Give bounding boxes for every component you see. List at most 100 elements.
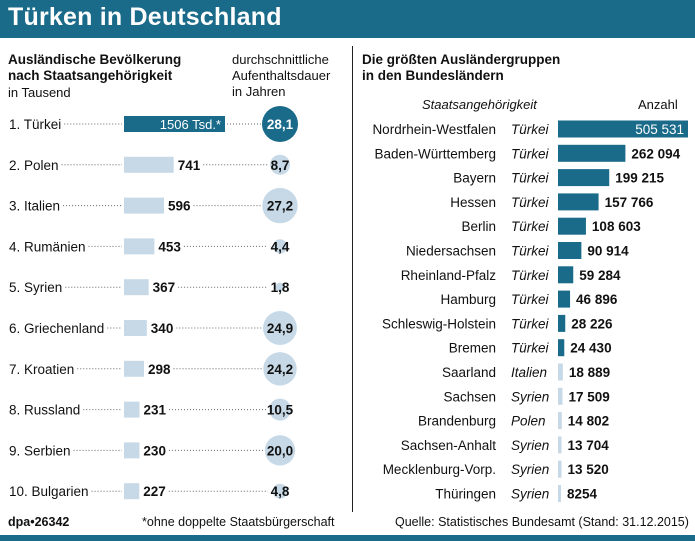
state-label: Niedersachsen <box>406 244 496 259</box>
state-label: Mecklenburg-Vorp. <box>383 462 496 477</box>
state-label: Sachsen <box>443 389 496 404</box>
state-label: Sachsen-Anhalt <box>401 438 497 453</box>
state-label: Schleswig-Holstein <box>382 316 496 331</box>
nationality-label: Türkei <box>511 292 550 307</box>
nationality-column-header: Staatsangehörigkeit <box>422 97 537 112</box>
state-label: Baden-Württemberg <box>374 146 496 161</box>
state-bar <box>558 169 610 187</box>
state-bar <box>558 242 582 259</box>
population-bar <box>124 238 155 255</box>
country-label: 5. Syrien <box>9 280 62 295</box>
nationality-label: Syrien <box>511 389 549 404</box>
duration-circle <box>272 483 288 499</box>
state-bar <box>558 387 563 405</box>
population-value-label: 340 <box>151 321 174 336</box>
state-value-label: 199 215 <box>615 171 664 186</box>
population-value-label: 367 <box>153 280 176 295</box>
state-bar <box>558 363 563 381</box>
population-value-label: 227 <box>143 484 166 499</box>
state-value-label: 13 520 <box>567 462 608 477</box>
duration-circle <box>262 187 298 224</box>
state-value-label: 14 802 <box>568 414 609 429</box>
state-value-label: 24 430 <box>570 341 611 356</box>
duration-value-label: 24,9 <box>267 321 293 336</box>
nationality-label: Türkei <box>511 219 550 234</box>
state-value-label: 13 704 <box>568 438 610 453</box>
state-value-label: 262 094 <box>631 146 680 161</box>
agency-code: dpa•26342 <box>8 515 70 529</box>
duration-value-label: 20,0 <box>267 443 293 458</box>
state-bar <box>558 436 562 454</box>
duration-circle <box>264 435 296 466</box>
population-bar <box>124 320 147 336</box>
duration-heading-line3: in Jahren <box>232 84 286 99</box>
duration-value-label: 24,2 <box>267 362 293 377</box>
nationality-label: Türkei <box>511 316 550 331</box>
duration-value-label: 1,8 <box>271 280 290 295</box>
country-label: 2. Polen <box>9 158 59 173</box>
state-label: Thüringen <box>435 487 496 502</box>
duration-value-label: 27,2 <box>267 199 293 214</box>
duration-value-label: 28,1 <box>267 117 294 132</box>
population-bar <box>124 279 149 296</box>
footnote: *ohne doppelte Staatsbürgerschaft <box>142 515 335 529</box>
duration-circle <box>272 239 288 254</box>
state-bar <box>558 460 562 478</box>
nationality-label: Syrien <box>511 462 549 477</box>
state-label: Rheinland-Pfalz <box>401 268 497 283</box>
state-bar <box>558 266 574 284</box>
nationality-label: Türkei <box>511 268 550 283</box>
population-bar <box>124 116 225 132</box>
duration-value-label: 4,4 <box>271 239 290 254</box>
country-label: 9. Serbien <box>9 443 71 458</box>
population-bar <box>124 360 144 377</box>
country-label: 8. Russland <box>9 403 80 418</box>
state-bar <box>558 217 586 235</box>
state-label: Hamburg <box>440 292 496 307</box>
left-unit-label: in Tausend <box>8 85 71 100</box>
chart-title: Türken in Deutschland <box>8 3 282 31</box>
duration-value-label: 8,7 <box>271 158 290 173</box>
duration-value-label: 10,5 <box>267 403 294 418</box>
nationality-label: Türkei <box>511 146 550 161</box>
duration-circle <box>262 106 298 142</box>
nationality-label: Türkei <box>511 341 550 356</box>
population-value-label: 453 <box>158 239 181 254</box>
country-label: 7. Kroatien <box>9 362 74 377</box>
state-bar <box>558 120 688 138</box>
state-value-label: 46 896 <box>576 292 618 307</box>
state-value-label: 17 509 <box>569 389 610 404</box>
population-value-label: 741 <box>178 158 201 173</box>
state-label: Saarland <box>442 365 496 380</box>
state-value-label: 28 226 <box>571 316 613 331</box>
bottom-bar <box>0 535 695 541</box>
state-bar <box>558 412 562 430</box>
right-heading-line1: Die größten Ausländergruppen <box>362 52 561 67</box>
duration-circle <box>263 311 297 345</box>
state-bar <box>558 193 599 211</box>
state-value-label: 157 766 <box>605 195 654 210</box>
nationality-label: Syrien <box>511 438 549 453</box>
population-bar <box>124 197 164 214</box>
state-value-label: 90 914 <box>587 244 629 259</box>
right-heading-line2: in den Bundesländern <box>362 68 504 83</box>
duration-heading-line2: Aufenthaltsdauer <box>232 68 331 83</box>
nationality-label: Polen <box>511 414 546 429</box>
population-value-label: 596 <box>168 199 191 214</box>
state-value-label: 108 603 <box>592 219 641 234</box>
duration-circle <box>263 352 297 386</box>
state-value-label: 8254 <box>567 487 598 502</box>
state-label: Hessen <box>450 195 496 210</box>
population-value-label: 1506 Tsd.* <box>160 117 221 132</box>
duration-heading-line1: durchschnittliche <box>232 52 329 67</box>
state-bar <box>558 144 626 162</box>
country-label: 4. Rumänien <box>9 239 86 254</box>
population-bar <box>124 401 140 418</box>
duration-value-label: 4,8 <box>271 484 290 499</box>
population-value-label: 231 <box>143 403 166 418</box>
source-note: Quelle: Statistisches Bundesamt (Stand: … <box>395 515 689 529</box>
state-bar <box>558 314 566 332</box>
population-value-label: 230 <box>143 443 166 458</box>
state-label: Nordrhein-Westfalen <box>372 122 496 137</box>
state-label: Berlin <box>461 219 496 234</box>
